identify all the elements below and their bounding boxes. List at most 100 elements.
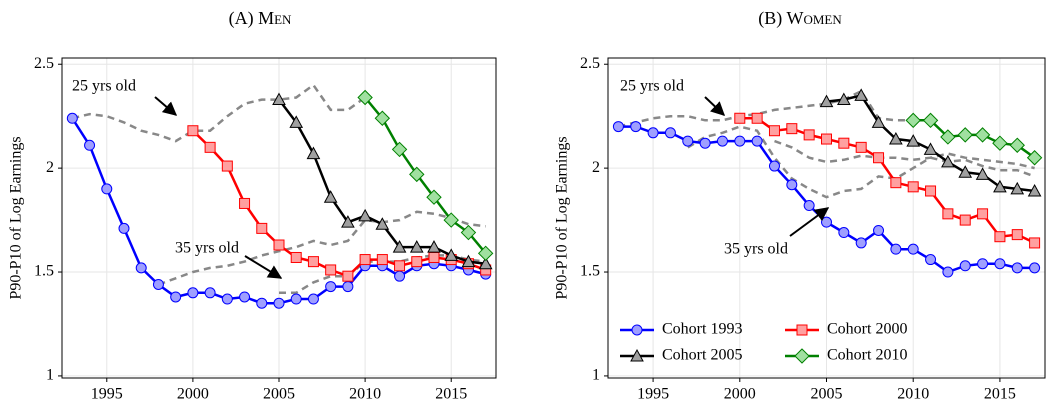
x-tick-label: 2000 xyxy=(724,386,756,403)
marker xyxy=(323,190,338,203)
marker xyxy=(925,185,937,197)
marker xyxy=(239,197,251,209)
marker xyxy=(204,287,216,299)
marker xyxy=(855,237,867,249)
marker xyxy=(461,254,476,268)
annotation: 25 yrs old xyxy=(620,78,684,95)
marker xyxy=(307,256,319,268)
annotation: 35 yrs old xyxy=(724,241,788,258)
marker xyxy=(873,152,885,164)
marker xyxy=(993,179,1007,193)
marker xyxy=(631,324,643,336)
marker xyxy=(786,123,798,135)
marker xyxy=(444,248,459,261)
x-tick-label: 1995 xyxy=(637,386,669,403)
marker xyxy=(925,254,937,266)
y-tick-label: 2.5 xyxy=(34,55,54,72)
marker xyxy=(907,181,919,193)
legend-item: Cohort 2000 xyxy=(785,321,907,338)
marker xyxy=(187,125,199,137)
marker xyxy=(460,224,477,241)
annotation: 25 yrs old xyxy=(72,78,136,95)
marker xyxy=(256,222,268,234)
marker xyxy=(974,127,991,143)
legend-label: Cohort 2010 xyxy=(827,347,907,364)
marker xyxy=(66,112,78,124)
x-tick-label: 2010 xyxy=(897,386,929,403)
marker xyxy=(426,189,442,205)
marker xyxy=(478,256,493,270)
marker xyxy=(290,293,302,305)
panel: (B) Women P90-P10 of Log Earnings 1 1.5 2 2.5… xyxy=(554,8,1046,403)
marker xyxy=(273,239,285,251)
marker xyxy=(794,348,810,364)
marker xyxy=(1011,229,1023,241)
reference-line xyxy=(157,210,486,286)
marker xyxy=(838,227,850,239)
marker xyxy=(84,139,96,151)
marker xyxy=(890,177,902,189)
marker xyxy=(977,208,989,220)
y-tick-label: 1.5 xyxy=(34,263,54,280)
marker xyxy=(716,135,728,147)
marker xyxy=(391,141,408,158)
marker xyxy=(922,112,939,129)
marker xyxy=(836,92,851,106)
marker xyxy=(889,131,903,145)
marker xyxy=(1009,137,1025,153)
marker xyxy=(135,262,147,274)
plot-frame xyxy=(61,57,497,379)
marker xyxy=(152,278,164,290)
marker xyxy=(1029,237,1041,249)
marker xyxy=(699,137,711,149)
x-tick-label: 2015 xyxy=(984,386,1016,403)
marker xyxy=(477,245,494,262)
annotation-arrow xyxy=(244,255,283,279)
marker xyxy=(855,141,867,153)
marker xyxy=(325,281,337,293)
marker xyxy=(942,208,954,220)
annotation-arrow xyxy=(704,96,726,116)
marker xyxy=(940,129,956,145)
marker xyxy=(342,270,354,282)
marker xyxy=(819,94,834,108)
marker xyxy=(341,215,355,228)
y-tick-label: 2.5 xyxy=(580,55,600,72)
marker xyxy=(290,251,302,263)
marker xyxy=(239,291,251,303)
annotation-arrow xyxy=(789,207,830,237)
marker xyxy=(342,281,354,293)
panel: (A) Men P90-P10 of Log Earnings 1 1.5 2 2.5 19… xyxy=(8,8,497,403)
marker xyxy=(923,142,938,155)
marker xyxy=(101,183,113,195)
marker xyxy=(1011,262,1023,274)
marker xyxy=(630,348,644,362)
marker xyxy=(959,214,971,226)
marker xyxy=(821,216,832,228)
marker xyxy=(118,222,130,234)
marker xyxy=(374,110,391,126)
marker xyxy=(941,154,955,168)
marker xyxy=(428,251,440,263)
marker xyxy=(1027,183,1042,197)
marker xyxy=(325,264,337,276)
marker xyxy=(204,141,216,153)
y-tick-label: 1.5 xyxy=(580,263,600,280)
marker xyxy=(358,208,372,222)
annotation-arrow xyxy=(154,96,178,116)
marker xyxy=(647,127,659,139)
marker xyxy=(170,291,182,303)
marker xyxy=(306,146,321,160)
y-tick-label: 1 xyxy=(46,367,54,384)
y-tick-label: 1 xyxy=(592,367,600,384)
marker xyxy=(796,324,808,336)
marker xyxy=(359,254,371,266)
marker xyxy=(394,270,406,282)
marker xyxy=(994,231,1006,243)
x-tick-label: 1995 xyxy=(91,386,123,403)
marker xyxy=(409,166,425,183)
marker xyxy=(871,115,886,128)
marker xyxy=(1010,181,1025,195)
marker xyxy=(682,135,694,147)
